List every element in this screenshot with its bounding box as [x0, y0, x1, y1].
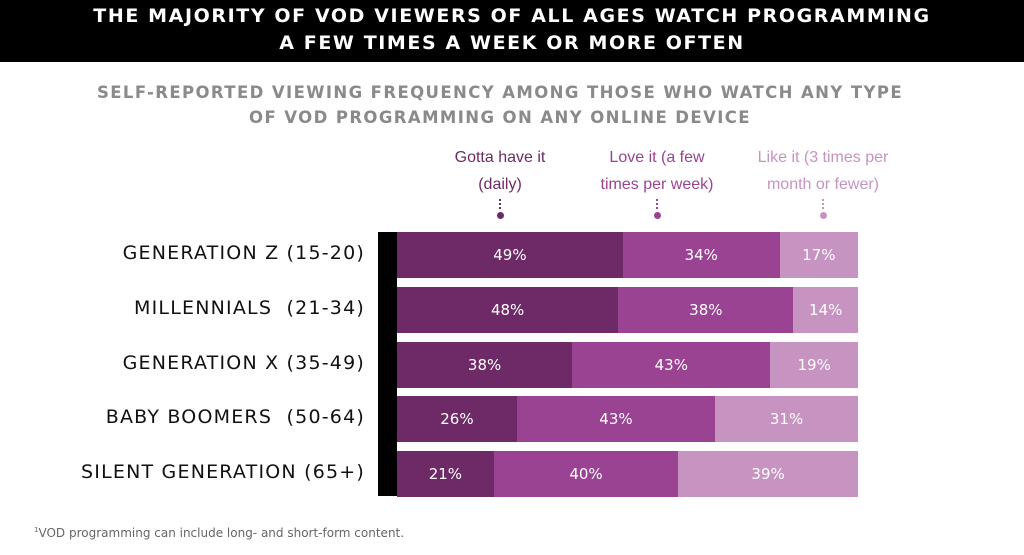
title-line-1: THE MAJORITY OF VOD VIEWERS OF ALL AGES …: [93, 5, 931, 27]
bar-value-label: 19%: [797, 355, 831, 374]
legend-item: Like it (3 times per month or fewer): [728, 144, 918, 219]
bar-segment: 26%: [397, 396, 517, 443]
bar-segment: 17%: [779, 232, 858, 278]
bar-segment: 38%: [397, 341, 573, 388]
legend-label-line-2: (daily): [478, 176, 522, 193]
legend-dotted-leader: [499, 199, 501, 211]
legend-dotted-leader: [656, 199, 658, 211]
bar-value-label: 34%: [684, 246, 718, 264]
bar-segment: 31%: [715, 396, 858, 443]
bar-value-label: 38%: [467, 355, 502, 374]
title-banner: THE MAJORITY OF VOD VIEWERS OF ALL AGES …: [0, 0, 1024, 62]
legend-label-line-2: month or fewer): [766, 176, 880, 193]
bar-value-label: 40%: [569, 465, 603, 484]
legend-marker-dot: [496, 212, 504, 219]
bar-segment: 39%: [678, 451, 858, 498]
category-label: GENERATION Z (15-20): [122, 242, 365, 264]
bar-segment: 14%: [793, 286, 858, 333]
legend-item: Love it (a few times per week): [577, 144, 737, 219]
bar-value-label: 14%: [809, 300, 843, 319]
bar-value-label: 21%: [428, 465, 463, 484]
bar-segment: 21%: [397, 451, 494, 498]
bar-value-label: 38%: [689, 300, 723, 319]
bar-value-label: 26%: [440, 410, 474, 429]
category-label: SILENT GENERATION (65+): [81, 461, 365, 484]
bar-segment: 38%: [618, 286, 794, 333]
category-axis-bar: [378, 232, 397, 496]
footnote-marker: 1: [34, 526, 39, 534]
category-label: MILLENNIALS (21-34): [134, 296, 365, 319]
bar-segment: 49%: [397, 232, 623, 278]
subtitle-line-1: SELF-REPORTED VIEWING FREQUENCY AMONG TH…: [96, 83, 904, 102]
bar-value-label: 17%: [802, 246, 836, 264]
bar-value-label: 43%: [654, 355, 688, 374]
bar-segment: 48%: [397, 286, 619, 333]
bar-segment: 34%: [622, 232, 780, 278]
bar-value-label: 43%: [599, 410, 633, 429]
bar-value-label: 31%: [769, 410, 804, 429]
category-label: BABY BOOMERS (50-64): [105, 406, 365, 429]
legend-marker-dot: [653, 212, 661, 219]
title-line-2: A FEW TIMES A WEEK OR MORE OFTEN: [279, 32, 745, 54]
bar-segment: 43%: [572, 341, 771, 388]
footnote: 1VOD programming can include long- and s…: [34, 526, 404, 540]
chart-subtitle: SELF-REPORTED VIEWING FREQUENCY AMONG TH…: [0, 80, 1000, 130]
footnote-text: VOD programming can include long- and sh…: [38, 526, 405, 540]
bar-segment: 40%: [493, 451, 679, 498]
bar-value-label: 39%: [751, 465, 785, 484]
legend-dotted-leader: [822, 199, 824, 211]
legend-label-line-1: Like it (3 times per: [757, 149, 889, 166]
category-label: GENERATION X (35-49): [122, 351, 365, 374]
bar-segment: 19%: [770, 341, 858, 388]
legend-item: Gotta have it (daily): [425, 144, 575, 219]
bar-segment: 43%: [516, 396, 716, 443]
legend-marker-dot: [819, 212, 827, 219]
subtitle-line-2: OF VOD PROGRAMMING ON ANY ONLINE DEVICE: [249, 108, 751, 127]
bar-value-label: 49%: [493, 246, 527, 264]
bar-value-label: 48%: [490, 300, 525, 319]
legend-label-line-1: Gotta have it: [454, 149, 546, 166]
legend-label-line-1: Love it (a few: [609, 149, 705, 166]
legend-label-line-2: times per week): [600, 176, 714, 193]
